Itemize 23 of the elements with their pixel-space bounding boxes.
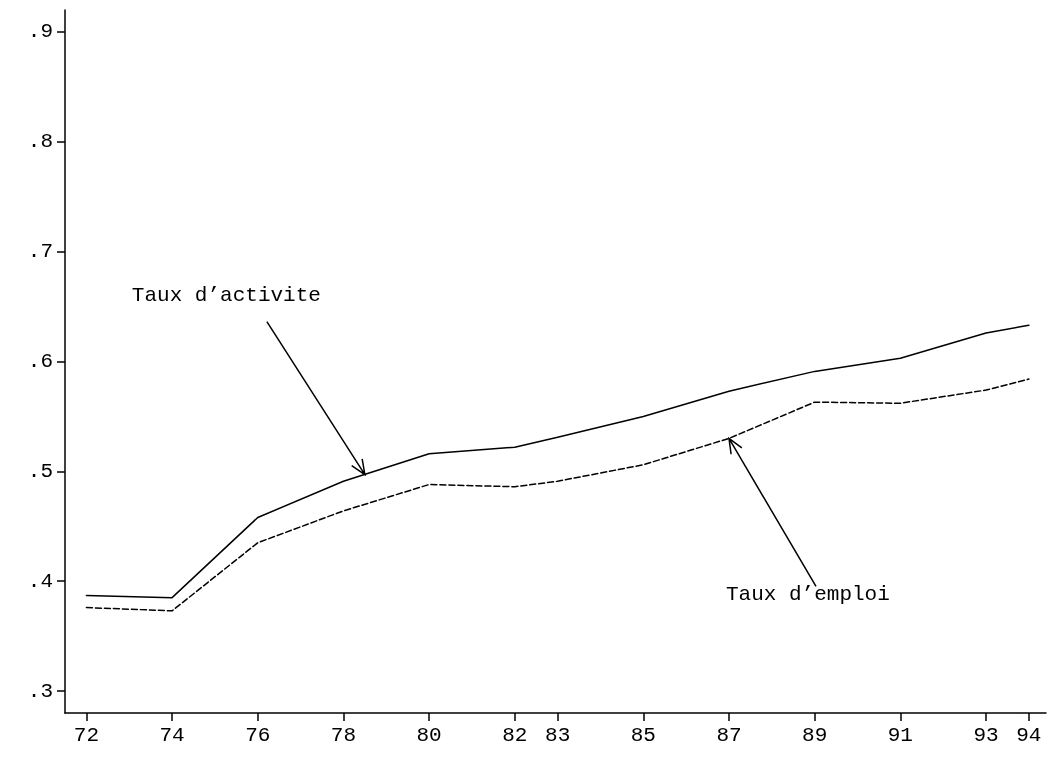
x-tick-label: 80 bbox=[416, 724, 442, 747]
y-tick-label: .5 bbox=[27, 459, 53, 483]
y-tick-label: .3 bbox=[27, 679, 53, 703]
x-tick-label: 82 bbox=[502, 724, 528, 747]
x-tick-label: 78 bbox=[330, 724, 357, 747]
annotation: Taux d’activite bbox=[131, 283, 321, 307]
x-tick-label: 85 bbox=[630, 724, 656, 747]
line-series bbox=[85, 378, 1030, 612]
x-tick-label: 83 bbox=[545, 724, 571, 747]
annotation: Taux d’emploi bbox=[726, 583, 890, 607]
x-tick-label: 93 bbox=[973, 724, 999, 747]
x-tick-label: 74 bbox=[159, 724, 185, 747]
y-tick-label: .4 bbox=[27, 569, 53, 593]
y-tick-label: .6 bbox=[27, 350, 53, 373]
x-tick-label: 76 bbox=[245, 724, 271, 747]
y-tick-label: .7 bbox=[27, 240, 53, 264]
y-tick-label: .8 bbox=[27, 130, 53, 154]
x-tick-label: 91 bbox=[887, 724, 913, 747]
x-tick-label: 87 bbox=[716, 724, 742, 747]
x-tick-label: 72 bbox=[73, 724, 100, 747]
y-tick-label: .9 bbox=[27, 20, 53, 44]
x-tick-label: 89 bbox=[802, 724, 828, 747]
x-tick-label: 94 bbox=[1016, 724, 1042, 747]
